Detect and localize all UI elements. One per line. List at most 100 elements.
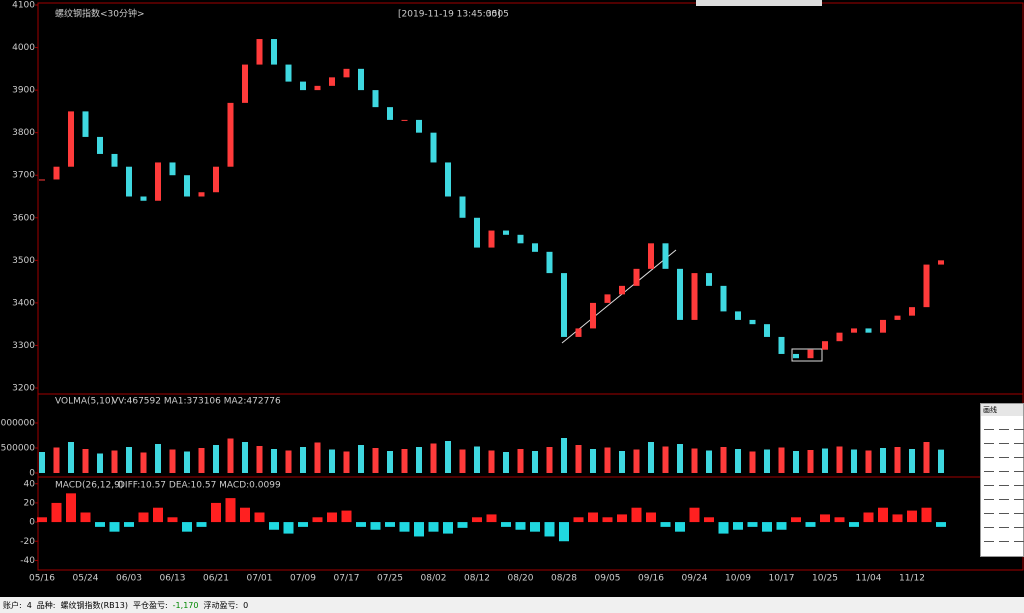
y-tick-label: 0 — [29, 469, 35, 479]
macd-bar — [733, 522, 743, 530]
macd-bar — [167, 517, 178, 523]
volume-bar — [619, 451, 625, 473]
macd-bar — [414, 522, 424, 537]
candle — [256, 39, 263, 65]
macd-bar — [240, 507, 250, 523]
candle — [561, 273, 567, 337]
x-tick-label: 07/25 — [377, 574, 403, 584]
candle — [793, 353, 799, 359]
macd-bar — [124, 522, 134, 527]
volume-bar — [198, 448, 205, 473]
candle — [329, 77, 335, 86]
macd-bar — [675, 522, 685, 532]
y-tick-label: -40 — [20, 556, 35, 566]
y-tick-label: 3300 — [12, 341, 35, 351]
macd-bar — [907, 510, 917, 523]
volume-bar — [488, 450, 495, 473]
macd-bar — [617, 514, 627, 523]
chart-title: 螺纹钢指数<30分钟> — [55, 8, 145, 20]
candle — [633, 268, 640, 286]
volume-bar — [97, 453, 103, 473]
volume-values: VV:467592 MA1:373106 MA2:472776 — [112, 397, 281, 407]
price-panel — [37, 2, 1024, 395]
candle — [111, 153, 118, 167]
candle — [459, 196, 466, 218]
volume-bar — [590, 449, 596, 473]
macd-bar — [95, 522, 105, 527]
volume-bar — [111, 450, 118, 473]
macd-bar — [356, 522, 366, 527]
candle — [300, 81, 306, 91]
volume-bar — [633, 449, 640, 473]
volume-bar — [677, 444, 683, 473]
candle — [488, 230, 495, 248]
volume-bar — [749, 451, 756, 473]
x-tick-label: 09/05 — [595, 574, 621, 584]
candle — [416, 119, 422, 133]
volume-bar — [604, 447, 611, 473]
candle — [184, 175, 190, 197]
macd-bar — [501, 522, 511, 527]
y-tick-label: 500000 — [1, 444, 36, 454]
tool-grid[interactable] — [981, 416, 1024, 545]
candle — [880, 319, 886, 333]
macd-bar — [443, 522, 453, 534]
label: 浮动盈亏: — [203, 600, 239, 610]
volume-bar — [445, 441, 451, 473]
macd-bar — [312, 517, 323, 523]
candle — [227, 102, 234, 167]
timestamp: [2019-11-19 13:45:00] — [398, 10, 501, 20]
macd-bar — [762, 522, 772, 532]
volume-bar — [735, 449, 741, 473]
y-tick-label: 4000 — [12, 43, 35, 53]
macd-bar — [37, 517, 47, 523]
macd-bar — [791, 517, 801, 523]
macd-bar — [341, 510, 352, 523]
macd-bar — [689, 507, 700, 523]
macd-bar — [254, 512, 265, 523]
macd-bar — [80, 512, 91, 523]
volume-bar — [285, 450, 292, 473]
x-tick-label: 11/12 — [899, 574, 925, 584]
volume-bar — [343, 451, 350, 473]
candle — [865, 328, 872, 333]
y-tick-label: 3800 — [12, 128, 35, 138]
volume-bar — [300, 447, 306, 473]
candle — [909, 307, 915, 316]
status-bar: 账户: 4 品种: 螺纹钢指数(RB13) 平仓盈亏: -1,170 浮动盈亏:… — [0, 597, 1024, 613]
volume-bar — [778, 447, 785, 473]
y-tick-label: 4100 — [12, 1, 35, 11]
toolbox-title: 画线 — [981, 404, 1023, 416]
candle — [590, 302, 596, 329]
value[interactable]: 4 — [26, 600, 32, 610]
candle — [619, 285, 625, 295]
volume-bar — [474, 446, 480, 473]
top-toolbar[interactable] — [696, 0, 822, 6]
x-tick-label: 06/13 — [160, 574, 186, 584]
y-tick-label: 40 — [24, 479, 36, 489]
volume-bar — [39, 452, 45, 473]
candle — [271, 39, 277, 65]
candle — [749, 319, 756, 325]
volume-bar — [648, 442, 654, 473]
macd-bar — [704, 517, 714, 523]
value: 0 — [243, 600, 249, 610]
macd-bar — [211, 502, 221, 523]
macd-title: MACD(26,12,9) — [55, 481, 123, 491]
x-tick-label: 05/16 — [29, 574, 55, 584]
x-tick-label: 10/25 — [812, 574, 838, 584]
x-tick-label: 10/09 — [725, 574, 751, 584]
candle — [575, 328, 582, 337]
volume-bar — [691, 448, 698, 473]
candle — [923, 264, 930, 308]
candle — [474, 217, 480, 248]
macd-bar — [820, 514, 830, 523]
volume-bar — [271, 449, 277, 473]
value[interactable]: 螺纹钢指数(RB13) — [60, 600, 128, 610]
selection-box — [791, 348, 823, 362]
macd-bar — [718, 522, 729, 534]
candle — [82, 111, 89, 137]
macd-bar — [573, 517, 584, 523]
volume-bar — [503, 452, 509, 473]
macd-bar — [370, 522, 381, 530]
